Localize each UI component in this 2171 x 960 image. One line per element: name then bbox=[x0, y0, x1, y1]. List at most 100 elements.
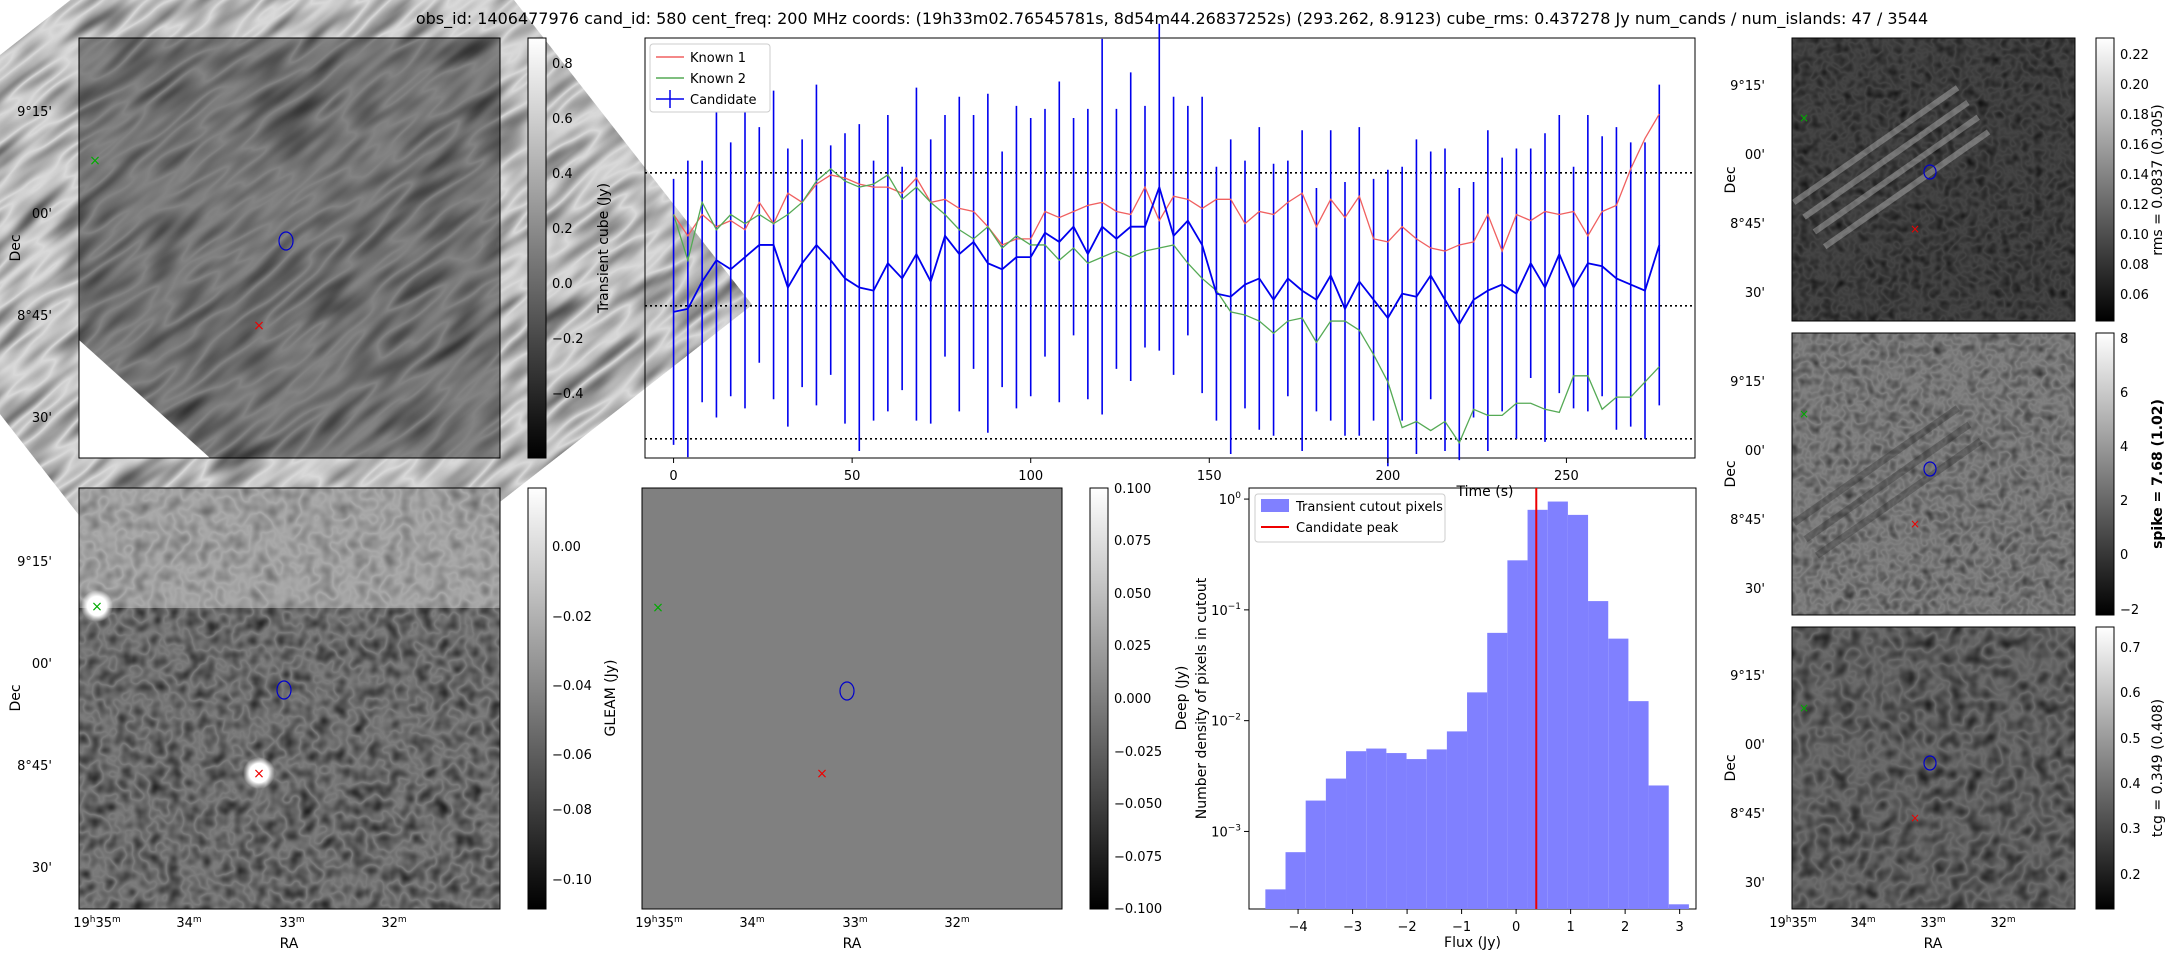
ra-tick: 34m bbox=[1850, 915, 1875, 931]
histogram-bar bbox=[1608, 638, 1629, 909]
dec-tick: 9°15' bbox=[17, 555, 52, 570]
dec-tick: 8°45' bbox=[1730, 217, 1765, 232]
tcg-panel: × × Dec 9°15' 00' 8°45' 30' 19h35m 34m 3… bbox=[1723, 626, 2166, 952]
candidate-contour bbox=[1923, 164, 1937, 180]
ra-tick: 19h35m bbox=[635, 915, 683, 931]
series-line-known-1 bbox=[673, 113, 1660, 253]
cbar-tick: 0.00 bbox=[552, 540, 581, 555]
deep-bright-source bbox=[81, 590, 113, 622]
cbar-tick: 0.8 bbox=[552, 57, 573, 72]
lightcurve-xticks: 0 50 100 150 200 250 bbox=[669, 458, 1579, 484]
histogram-bar bbox=[1507, 560, 1528, 909]
cbar-tick: −0.100 bbox=[1114, 902, 1162, 917]
x-tick-label: 200 bbox=[1375, 469, 1400, 484]
cbar-tick: −0.050 bbox=[1114, 797, 1162, 812]
ra-ticks: 19h35m 34m 33m 32m bbox=[635, 915, 969, 931]
deep-colorbar bbox=[527, 487, 547, 910]
dec-tick: 9°15' bbox=[1730, 669, 1765, 684]
spike-panel: × × Dec 9°15' 00' 8°45' 30' 8 6 4 2 0 −2… bbox=[1723, 332, 2166, 618]
cbar-tick: −0.4 bbox=[552, 387, 584, 402]
dec-tick: 8°45' bbox=[1730, 513, 1765, 528]
x-tick-label: 50 bbox=[844, 469, 861, 484]
candidate-marker: × bbox=[816, 766, 828, 782]
dec-tick: 00' bbox=[32, 657, 52, 672]
cbar-tick: −0.08 bbox=[552, 803, 592, 818]
cbar-tick: 2 bbox=[2120, 494, 2128, 509]
cbar-tick: −2 bbox=[2120, 603, 2139, 618]
gleam-panel: × × GLEAM (Jy) 19h35m 34m 33m 32m RA 0.1… bbox=[603, 482, 1190, 952]
cbar-tick: −0.2 bbox=[552, 332, 584, 347]
cbar-tick: 4 bbox=[2120, 440, 2128, 455]
ra-axis-label: RA bbox=[843, 936, 862, 952]
legend-label: Candidate peak bbox=[1296, 521, 1399, 536]
cbar-tick: 0.06 bbox=[2120, 288, 2149, 303]
histogram-bar bbox=[1285, 852, 1306, 909]
spike-colorbar bbox=[2095, 332, 2115, 616]
dec-tick: 30' bbox=[1745, 286, 1765, 301]
deep-cbar-ticks: 0.00 −0.02 −0.04 −0.06 −0.08 −0.10 bbox=[552, 540, 592, 888]
histogram-bar bbox=[1386, 753, 1407, 909]
legend-label: Candidate bbox=[690, 93, 756, 108]
y-tick-label: 100 bbox=[1219, 491, 1242, 508]
ra-tick: 34m bbox=[176, 915, 201, 931]
histogram-bar bbox=[1366, 748, 1387, 909]
ra-tick: 19h35m bbox=[73, 915, 121, 931]
cbar-tick: −0.06 bbox=[552, 748, 592, 763]
known-source-marker: × bbox=[652, 600, 664, 616]
dec-tick: 00' bbox=[1745, 148, 1765, 163]
cbar-tick: −0.02 bbox=[552, 610, 592, 625]
lightcurve-chart: 0 50 100 150 200 250 Time (s) Known 1 Known 2… bbox=[644, 23, 1696, 500]
cbar-tick: −0.075 bbox=[1114, 850, 1162, 865]
histogram-bar bbox=[1446, 731, 1468, 909]
cbar-tick: 0.6 bbox=[2120, 686, 2141, 701]
ra-tick: 33m bbox=[842, 915, 867, 931]
histogram-bar bbox=[1567, 514, 1589, 909]
histogram-bar bbox=[1305, 800, 1326, 909]
histogram-bar bbox=[1628, 701, 1649, 909]
candidate-marker: × bbox=[1910, 811, 1920, 825]
histogram-bar bbox=[1668, 904, 1689, 909]
cbar-tick: 0.16 bbox=[2120, 138, 2149, 153]
dec-ticks: 9°15' 00' 8°45' 30' bbox=[1730, 79, 1765, 301]
ra-tick: 32m bbox=[381, 915, 406, 931]
series-line-candidate bbox=[673, 184, 1661, 326]
tcg-cbar-label: tcg = 0.349 (0.408) bbox=[2150, 699, 2166, 837]
dec-axis-label: Dec bbox=[1723, 166, 1739, 193]
ra-ticks: 19h35m 34m 33m 32m bbox=[1769, 915, 2015, 931]
candidate-contour bbox=[1923, 461, 1937, 477]
deep-bright-source bbox=[243, 757, 275, 789]
gleam-cbar-label: GLEAM (Jy) bbox=[603, 660, 619, 737]
histogram-yticks: 100 10−1 10−2 10−3 bbox=[1211, 491, 1249, 840]
histogram-ylabel: Number density of pixels in cutout bbox=[1194, 577, 1210, 819]
cbar-tick: 0.6 bbox=[552, 112, 573, 127]
y-tick-label: 10−3 bbox=[1211, 823, 1241, 840]
legend-label: Transient cutout pixels bbox=[1295, 500, 1443, 515]
dec-tick: 9°15' bbox=[1730, 79, 1765, 94]
rms-stripes bbox=[1792, 85, 1991, 250]
transient-cbar-ticks: 0.8 0.6 0.4 0.2 0.0 −0.2 −0.4 bbox=[552, 57, 584, 402]
known-source-marker: × bbox=[1799, 111, 1809, 125]
spike-cbar-label: spike = 7.68 (1.02) bbox=[2150, 399, 2166, 549]
cbar-tick: −0.025 bbox=[1114, 745, 1162, 760]
candidate-contour bbox=[278, 231, 294, 251]
histogram-xticks: −4 −3 −2 −1 0 1 2 3 bbox=[1288, 909, 1684, 935]
dec-ticks: 9°15' 00' 8°45' 30' bbox=[1730, 669, 1765, 891]
transient-frame bbox=[78, 37, 501, 459]
histogram-bar bbox=[1527, 509, 1548, 909]
lightcurve-errorbars bbox=[672, 23, 1661, 467]
dec-tick: 8°45' bbox=[17, 759, 52, 774]
histogram-bar bbox=[1487, 632, 1508, 909]
tcg-frame bbox=[1791, 626, 2076, 910]
ra-tick: 19h35m bbox=[1769, 915, 1817, 931]
gleam-image bbox=[641, 487, 1063, 910]
rms-panel: × × Dec 9°15' 00' 8°45' 30' 0.22 0.20 0.… bbox=[1723, 37, 2166, 322]
cbar-tick: −0.04 bbox=[552, 679, 592, 694]
cbar-tick: 0.20 bbox=[2120, 78, 2149, 93]
cbar-tick: 0.075 bbox=[1114, 534, 1151, 549]
lightcurve-lines bbox=[672, 113, 1661, 445]
x-tick-label: −2 bbox=[1397, 920, 1416, 935]
cbar-tick: 0.000 bbox=[1114, 692, 1151, 707]
transient-stripes bbox=[0, 0, 753, 712]
dec-tick: 00' bbox=[32, 207, 52, 222]
